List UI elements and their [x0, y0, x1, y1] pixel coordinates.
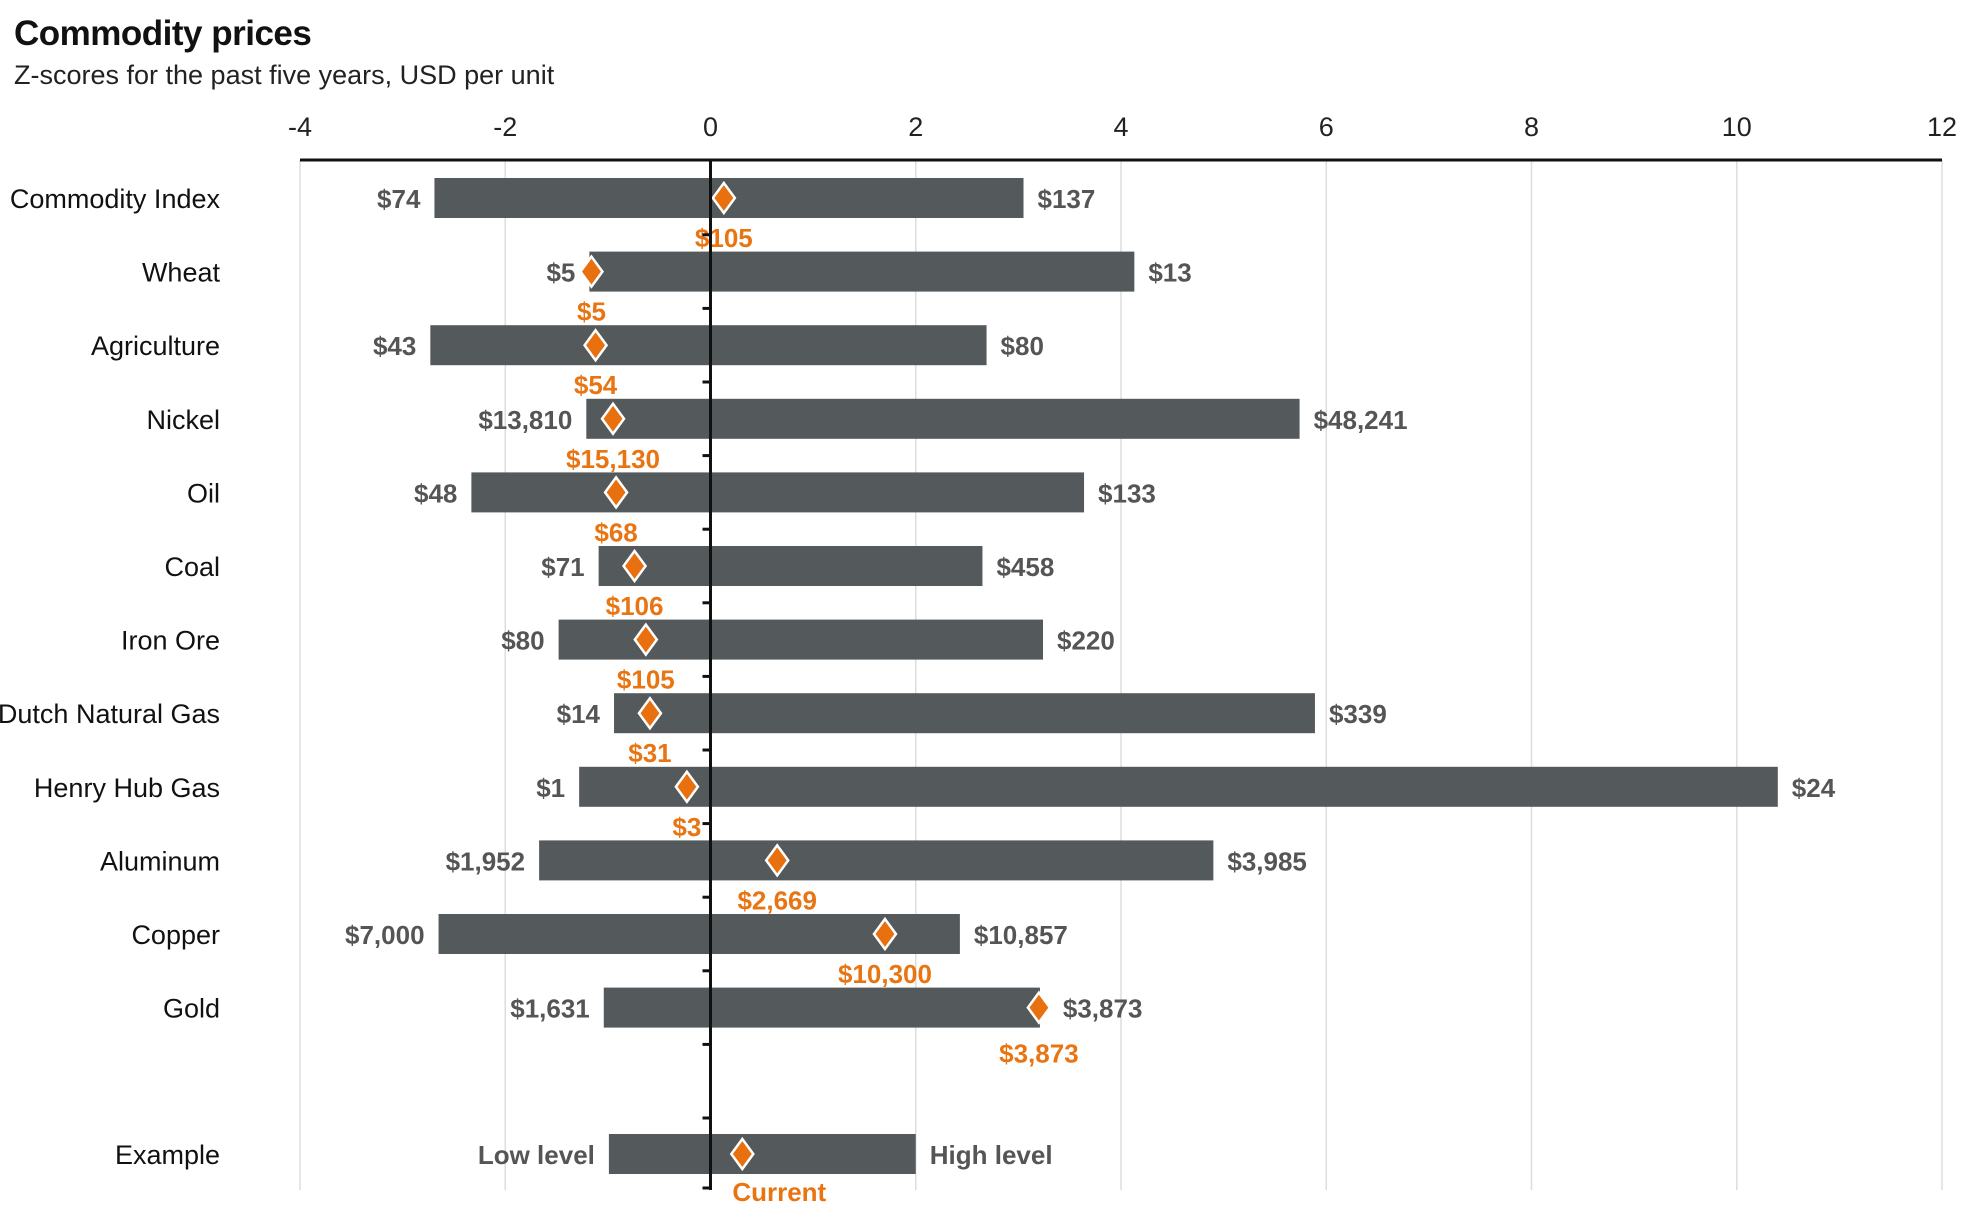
high-value-label: High level — [930, 1140, 1053, 1170]
range-bar — [471, 472, 1085, 513]
range-bar — [539, 840, 1214, 881]
high-value-label: $220 — [1057, 626, 1115, 656]
high-value-label: $133 — [1098, 478, 1156, 508]
high-value-label: $24 — [1792, 773, 1836, 803]
low-value-label: Low level — [478, 1140, 595, 1170]
x-tick-label: 10 — [1722, 112, 1752, 142]
high-value-label: $48,241 — [1314, 405, 1408, 435]
current-marker — [729, 1136, 755, 1172]
current-marker — [633, 622, 659, 657]
high-value-label: $3,985 — [1227, 846, 1307, 876]
current-marker — [711, 180, 737, 216]
x-tick-label: 8 — [1524, 112, 1539, 142]
high-value-label: $10,857 — [974, 920, 1068, 950]
low-value-label: $1,952 — [446, 846, 526, 876]
category-label: Copper — [131, 920, 220, 950]
low-value-label: $71 — [541, 552, 584, 582]
high-value-label: $13 — [1148, 258, 1191, 288]
current-marker — [764, 843, 790, 878]
category-label: Gold — [163, 994, 220, 1024]
range-bar — [598, 546, 983, 586]
current-marker — [583, 328, 609, 363]
current-marker — [872, 916, 898, 952]
current-value-label: Current — [732, 1177, 826, 1207]
current-value-label: $31 — [628, 738, 671, 768]
high-value-label: $137 — [1038, 184, 1096, 214]
current-value-label: $3,873 — [999, 1039, 1079, 1069]
current-value-label: $105 — [695, 223, 753, 253]
high-value-label: $458 — [996, 552, 1054, 582]
high-value-label: $3,873 — [1063, 994, 1143, 1024]
x-tick-label: 2 — [908, 112, 923, 142]
category-label: Coal — [164, 552, 220, 582]
current-value-label: $5 — [577, 297, 606, 327]
current-value-label: $15,130 — [566, 444, 660, 474]
current-value-label: $54 — [574, 370, 618, 400]
range-bar — [589, 251, 1135, 292]
category-label: Wheat — [142, 258, 221, 288]
range-bar — [603, 987, 1040, 1028]
range-bar — [579, 766, 1778, 807]
x-tick-label: 0 — [703, 112, 718, 142]
high-value-label: $80 — [1001, 331, 1044, 361]
x-tick-label: -4 — [288, 112, 312, 142]
current-marker — [674, 769, 700, 804]
current-marker — [637, 696, 663, 731]
low-value-label: $13,810 — [478, 405, 572, 435]
current-value-label: $106 — [606, 591, 664, 621]
current-marker — [600, 401, 626, 436]
current-marker — [622, 548, 648, 584]
category-label: Henry Hub Gas — [34, 773, 220, 803]
current-value-label: $105 — [617, 665, 675, 695]
low-value-label: $80 — [501, 626, 544, 656]
low-value-label: $74 — [377, 184, 421, 214]
current-marker — [578, 254, 605, 289]
low-value-label: $14 — [557, 699, 601, 729]
range-bar — [558, 619, 1044, 660]
category-label: Dutch Natural Gas — [0, 699, 220, 729]
x-tick-label: 12 — [1927, 112, 1957, 142]
range-bar — [586, 398, 1300, 439]
x-tick-label: 4 — [1113, 112, 1128, 142]
range-bar — [614, 693, 1315, 734]
category-label: Iron Ore — [121, 626, 220, 656]
x-tick-label: 6 — [1319, 112, 1334, 142]
high-value-label: $339 — [1329, 699, 1387, 729]
range-bar — [430, 325, 987, 366]
category-label: Aluminum — [100, 846, 220, 876]
low-value-label: $1 — [536, 773, 565, 803]
category-label: Agriculture — [91, 331, 220, 361]
x-tick-label: -2 — [493, 112, 517, 142]
current-value-label: $2,669 — [737, 885, 817, 915]
low-value-label: $48 — [414, 478, 457, 508]
current-value-label: $3 — [672, 812, 701, 842]
chart-subtitle: Z-scores for the past five years, USD pe… — [14, 60, 555, 90]
low-value-label: $1,631 — [510, 994, 590, 1024]
current-value-label: $68 — [594, 517, 637, 547]
low-value-label: $43 — [373, 331, 416, 361]
current-marker — [603, 475, 629, 510]
category-label: Nickel — [146, 405, 220, 435]
category-label: Oil — [187, 478, 220, 508]
low-value-label: $5 — [546, 258, 575, 288]
range-bar — [608, 1134, 916, 1174]
current-marker — [1026, 990, 1052, 1025]
category-label: Commodity Index — [10, 184, 221, 214]
category-label: Example — [115, 1140, 220, 1170]
low-value-label: $7,000 — [345, 920, 425, 950]
current-value-label: $10,300 — [838, 959, 932, 989]
chart-title: Commodity prices — [14, 14, 312, 53]
